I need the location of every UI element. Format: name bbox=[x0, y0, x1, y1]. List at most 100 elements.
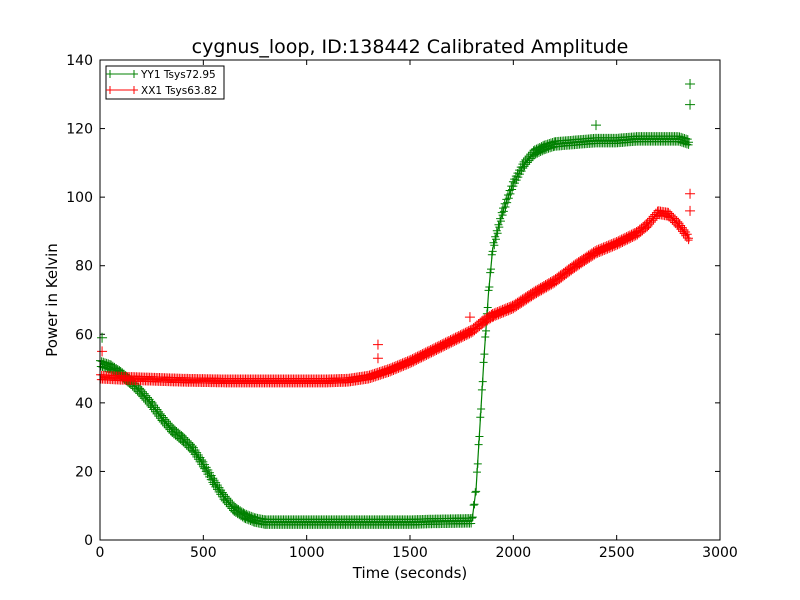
data-marker bbox=[506, 189, 515, 198]
data-marker bbox=[534, 289, 543, 298]
data-marker bbox=[679, 139, 688, 148]
data-marker bbox=[473, 459, 482, 468]
data-marker bbox=[183, 437, 192, 446]
data-marker bbox=[137, 385, 146, 394]
data-marker bbox=[437, 344, 446, 353]
data-marker bbox=[477, 385, 486, 394]
data-marker bbox=[453, 336, 462, 345]
data-marker bbox=[628, 234, 637, 243]
spike-marker bbox=[685, 205, 696, 216]
data-marker bbox=[487, 265, 496, 274]
data-marker bbox=[468, 514, 476, 523]
data-marker bbox=[161, 415, 170, 424]
data-marker bbox=[593, 249, 602, 258]
data-marker bbox=[455, 335, 464, 344]
data-marker bbox=[406, 360, 414, 369]
legend-box bbox=[105, 65, 225, 100]
spike-marker bbox=[685, 99, 696, 110]
data-marker bbox=[608, 243, 617, 252]
data-marker bbox=[621, 237, 630, 246]
data-marker bbox=[417, 354, 426, 363]
data-marker bbox=[630, 233, 639, 242]
data-marker bbox=[412, 356, 421, 365]
data-marker bbox=[616, 239, 625, 248]
x-tick-label: 1000 bbox=[289, 545, 325, 561]
data-marker bbox=[485, 282, 494, 291]
data-marker bbox=[503, 198, 512, 207]
data-marker bbox=[501, 308, 510, 317]
data-marker bbox=[489, 313, 498, 322]
data-marker bbox=[377, 371, 386, 380]
data-marker bbox=[495, 223, 504, 232]
data-marker bbox=[223, 494, 232, 503]
data-marker bbox=[667, 211, 676, 220]
data-marker bbox=[185, 438, 194, 447]
data-marker bbox=[545, 282, 554, 291]
data-marker bbox=[241, 515, 250, 524]
spike-plus bbox=[685, 188, 696, 199]
data-marker bbox=[226, 498, 235, 507]
series-xx1 bbox=[96, 206, 693, 388]
data-marker bbox=[97, 357, 106, 366]
data-marker bbox=[603, 245, 612, 254]
data-marker bbox=[484, 286, 493, 295]
data-marker bbox=[644, 222, 653, 231]
data-marker bbox=[613, 241, 622, 250]
data-marker bbox=[381, 370, 390, 379]
data-marker bbox=[592, 250, 600, 259]
data-marker bbox=[221, 492, 230, 501]
data-marker bbox=[525, 156, 534, 165]
data-marker bbox=[480, 350, 489, 359]
plot-frame bbox=[99, 59, 721, 541]
data-marker bbox=[374, 372, 383, 381]
data-marker bbox=[371, 373, 380, 382]
data-marker bbox=[496, 310, 505, 319]
data-marker bbox=[537, 287, 546, 296]
data-marker bbox=[180, 433, 189, 442]
data-marker bbox=[507, 305, 516, 314]
data-marker bbox=[665, 209, 674, 218]
y-tick-label: 100 bbox=[66, 190, 93, 206]
data-marker bbox=[242, 509, 251, 518]
data-marker bbox=[474, 440, 483, 449]
data-marker bbox=[685, 234, 693, 243]
data-marker bbox=[162, 417, 171, 426]
data-marker bbox=[138, 387, 147, 396]
x-tick-label: 0 bbox=[96, 545, 105, 561]
data-marker bbox=[487, 250, 496, 259]
data-marker bbox=[540, 285, 549, 294]
data-marker bbox=[678, 133, 687, 142]
legend-marker bbox=[106, 70, 114, 78]
data-marker bbox=[491, 235, 500, 244]
data-marker bbox=[164, 419, 173, 428]
spike-plus bbox=[97, 346, 108, 357]
data-marker bbox=[540, 140, 549, 149]
data-marker bbox=[425, 350, 434, 359]
x-tick-label: 1500 bbox=[392, 545, 428, 561]
data-marker bbox=[646, 220, 655, 229]
data-marker bbox=[472, 487, 481, 496]
data-marker bbox=[376, 371, 385, 380]
data-marker bbox=[531, 150, 540, 159]
data-marker bbox=[409, 358, 418, 367]
data-marker bbox=[675, 132, 684, 141]
y-tick-label: 0 bbox=[84, 533, 93, 549]
data-marker bbox=[542, 284, 551, 293]
legend-label: YY1 Tsys72.95 bbox=[140, 69, 216, 81]
data-marker bbox=[430, 347, 439, 356]
data-marker bbox=[240, 509, 249, 518]
data-marker bbox=[601, 246, 610, 255]
data-marker bbox=[520, 162, 529, 171]
data-marker bbox=[467, 519, 476, 528]
data-marker bbox=[664, 207, 673, 216]
data-marker bbox=[372, 372, 381, 381]
data-marker bbox=[681, 139, 690, 148]
legend-marker bbox=[106, 86, 114, 94]
data-marker bbox=[100, 358, 109, 367]
data-marker bbox=[442, 342, 451, 351]
spike-plus bbox=[464, 312, 475, 323]
data-marker bbox=[245, 511, 254, 520]
data-marker bbox=[389, 366, 398, 375]
data-marker bbox=[676, 138, 685, 147]
